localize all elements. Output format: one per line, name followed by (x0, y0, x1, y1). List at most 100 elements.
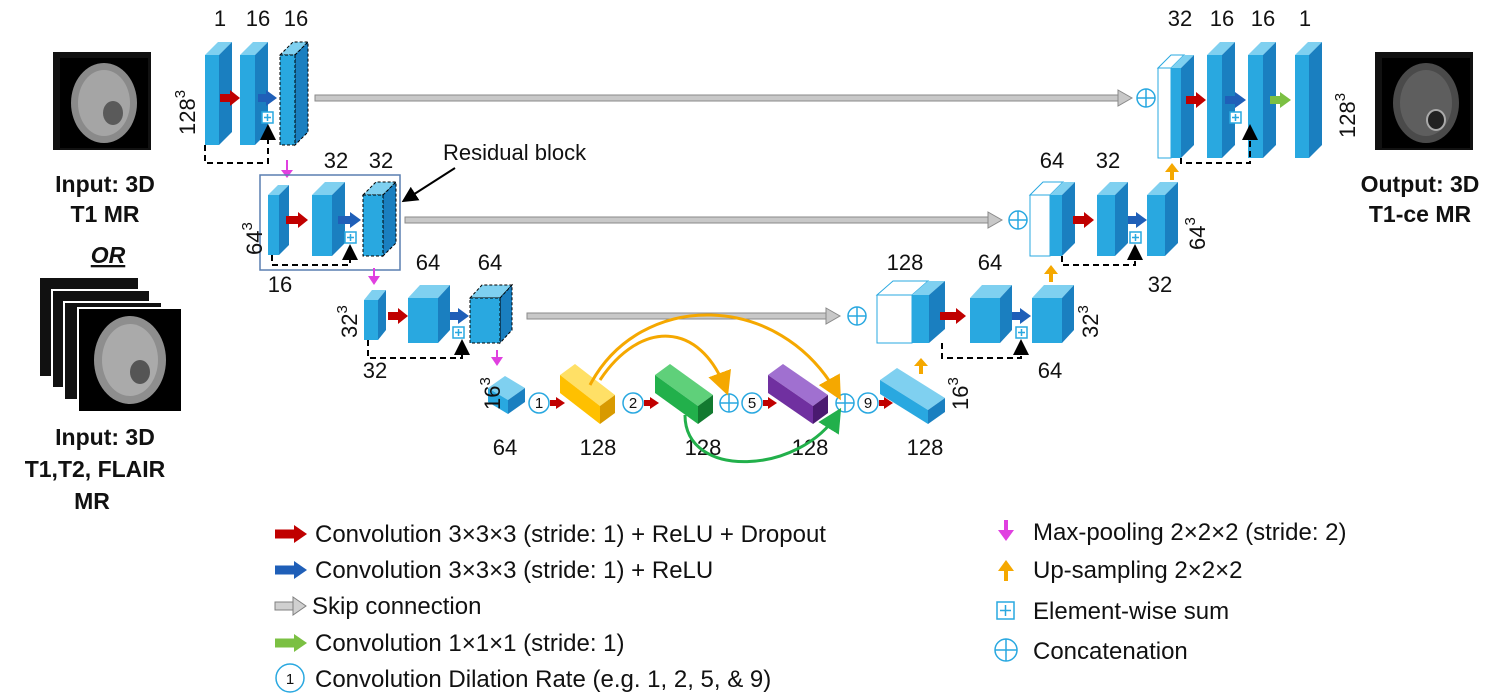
dec2-size-label: 643 (1182, 217, 1210, 250)
input-multi-image-stack (40, 278, 183, 413)
input-multi-label-line3: MR (74, 488, 110, 514)
enc3-block-c-dashed (468, 283, 514, 345)
dilation-rate-1-icon (528, 392, 550, 414)
legend-item-maxpool: Max-pooling 2×2×2 (stride: 2) (998, 519, 1347, 546)
bottleneck-channels-in: 64 (493, 435, 517, 460)
dec1-concat-block (1156, 54, 1194, 159)
enc2-conv-relu-arrow (350, 212, 361, 228)
svg-text:163: 163 (945, 377, 973, 410)
enc1-channels-a: 1 (214, 6, 226, 31)
bottleneck-purple-block (768, 364, 828, 424)
dec3-concat-block (875, 280, 945, 344)
residual-block-label: Residual block (443, 140, 587, 165)
dec1-channels-a: 32 (1168, 6, 1192, 31)
enc2-channels-a: 32 (324, 148, 348, 173)
bottleneck-size-label: 163 (477, 377, 505, 410)
dec2-channels-out: 32 (1148, 272, 1172, 297)
legend-item-dilation: 1 Convolution Dilation Rate (e.g. 1, 2, … (275, 663, 771, 693)
dec1-upsample-arrow (1165, 163, 1179, 180)
dec-bottleneck-out-channels: 128 (907, 435, 944, 460)
dec1-conv-arrow (1196, 92, 1206, 108)
enc3-residual-path (367, 339, 470, 359)
enc2-block-c-dashed (361, 180, 398, 258)
enc2-channels-b: 32 (369, 148, 393, 173)
dilation-rate-9: 9 (864, 395, 872, 412)
input-t1-label-line1: Input: 3D (55, 171, 155, 197)
enc1-size-label: 1283 (172, 90, 200, 135)
enc3-conv-arrow (398, 308, 408, 324)
enc3-conv-relu-arrow (458, 308, 469, 324)
dec3-channels-out: 64 (1038, 358, 1062, 383)
dilation-rate-5-icon (741, 392, 763, 414)
gray-arrow-icon (274, 601, 296, 611)
dilation-circle-icon (275, 663, 305, 693)
enc3-channels-a: 64 (416, 250, 440, 275)
svg-text:1283: 1283 (1332, 93, 1360, 138)
skip-connection-level1 (314, 89, 1134, 107)
dense-skip-arrow-inner (598, 334, 731, 396)
enc1-channels-b: 16 (246, 6, 270, 31)
legend-item-skip: Skip connection (274, 593, 481, 620)
enc1-channels-c: 16 (284, 6, 308, 31)
enc3-maxpool-arrow (491, 350, 503, 366)
dec3-block-b (970, 285, 1012, 343)
input-multi-label-line2: T1,T2, FLAIR (25, 456, 166, 482)
dense-skip-arrow-outer (588, 313, 841, 401)
dec-bottleneck-size-label: 163 (945, 377, 973, 410)
svg-text:1283: 1283 (172, 90, 200, 135)
dec3-conv-relu-arrow (1020, 308, 1031, 324)
dec2-channels-b: 32 (1096, 148, 1120, 173)
enc2-block-a (268, 185, 289, 255)
enc2-maxpool-arrow (368, 268, 380, 285)
svg-text:323: 323 (1075, 305, 1103, 338)
svg-text:Convolution 1×1×1 (stride: 1): Convolution 1×1×1 (stride: 1) (315, 630, 625, 657)
enc3-size-label: 323 (334, 305, 362, 338)
enc1-maxpool-arrow (281, 160, 293, 178)
svg-text:Max-pooling 2×2×2 (stride: 2): Max-pooling 2×2×2 (stride: 2) (1033, 519, 1347, 546)
svg-text:1: 1 (286, 671, 294, 688)
dec1-block-b (1207, 42, 1235, 158)
svg-text:Up-sampling 2×2×2: Up-sampling 2×2×2 (1033, 557, 1242, 584)
enc1-block-b (240, 42, 268, 145)
svg-text:Skip connection: Skip connection (312, 593, 481, 620)
dec1-residual-path (1180, 124, 1258, 164)
svg-text:Concatenation: Concatenation (1033, 638, 1188, 665)
enc3-block-b (408, 285, 450, 343)
dec1-conv-relu-arrow (1235, 92, 1246, 108)
dec3-channels-a: 128 (887, 250, 924, 275)
dec2-channels-a: 64 (1040, 148, 1064, 173)
bottleneck-channels-yellow: 128 (580, 435, 617, 460)
legend-item-conv-relu-dropout: Convolution 3×3×3 (stride: 1) + ReLU + D… (275, 521, 826, 548)
svg-text:Convolution 3×3×3 (stride: 1): Convolution 3×3×3 (stride: 1) + ReLU + D… (315, 521, 826, 548)
dec1-channels-b: 16 (1210, 6, 1234, 31)
residual-block-pointer (401, 167, 456, 203)
orange-arrow-icon (998, 560, 1014, 581)
dec2-concat-block (1028, 181, 1075, 257)
output-t1ce-image (1375, 52, 1473, 150)
dilation-rate-2-icon (622, 392, 644, 414)
legend-item-conv-relu: Convolution 3×3×3 (stride: 1) + ReLU (275, 557, 713, 584)
dec1-output-block (1295, 42, 1322, 158)
dec2-upsample-arrow (1044, 265, 1058, 282)
enc3-channels-in: 32 (363, 358, 387, 383)
dec1-final-conv-arrow (1280, 92, 1291, 108)
dec2-residual-path (1061, 244, 1143, 266)
bottleneck-input-block (488, 376, 525, 414)
enc1-block-a (205, 42, 232, 145)
dilation-rate-1: 1 (535, 395, 543, 412)
legend: Convolution 3×3×3 (stride: 1) + ReLU + D… (274, 519, 1347, 693)
bottleneck-yellow-block (560, 364, 615, 424)
svg-text:Element-wise sum: Element-wise sum (1033, 598, 1229, 625)
enc3-channels-b: 64 (478, 250, 502, 275)
dec2-block-c (1147, 182, 1178, 256)
svg-text:Convolution Dilation Rate (e.g: Convolution Dilation Rate (e.g. 1, 2, 5,… (315, 666, 771, 693)
legend-item-conv1: Convolution 1×1×1 (stride: 1) (275, 630, 625, 657)
input-t1-image (53, 52, 151, 150)
dec2-conv-arrow (1084, 212, 1094, 228)
pink-arrow-icon (998, 520, 1014, 541)
enc1-block-c-dashed (278, 40, 310, 147)
enc2-conv-arrow (298, 212, 308, 228)
dec3-block-c (1032, 285, 1074, 343)
dec1-channels-c: 16 (1251, 6, 1275, 31)
